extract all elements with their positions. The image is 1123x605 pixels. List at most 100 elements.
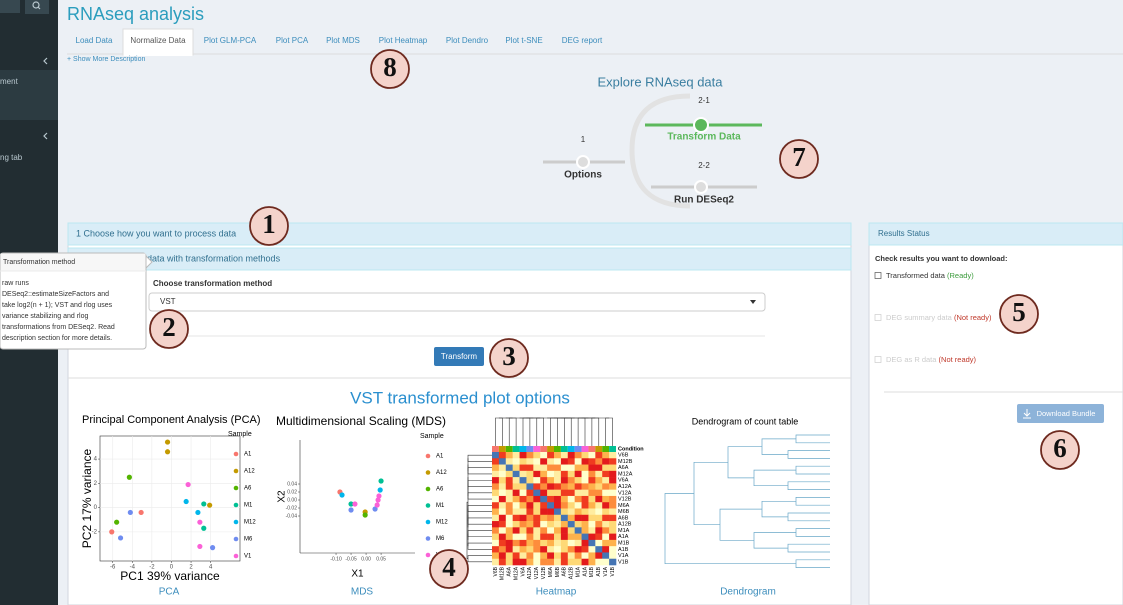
plot-caption[interactable]: Heatmap	[536, 587, 577, 598]
heatmap-cell	[533, 495, 541, 503]
heatmap-col-label: V1A	[603, 566, 609, 576]
annotation-badge: 5	[999, 294, 1039, 334]
heatmap-cell	[595, 527, 603, 534]
x-tick-label: 4	[209, 565, 213, 571]
heatmap-cell	[547, 552, 555, 560]
heatmap-cell	[602, 508, 610, 516]
download-button-label[interactable]: Download Bundle	[1037, 409, 1096, 418]
heatmap-cell	[560, 483, 569, 490]
heatmap-cell	[512, 477, 520, 484]
legend-label: A6	[244, 486, 252, 492]
heatmap-cell	[609, 508, 617, 516]
sidebar-search-button[interactable]	[25, 0, 49, 14]
heatmap-row-label: M1A	[618, 528, 630, 534]
x-tick-label: 2	[189, 565, 193, 571]
panel-header-text[interactable]: 1 Choose how you want to process data	[76, 228, 236, 238]
sidebar-search[interactable]	[0, 0, 20, 13]
step-label[interactable]: Transform Data	[667, 132, 741, 143]
heatmap-cell	[560, 546, 569, 553]
result-item[interactable]: DEG as R data (Not ready)	[886, 355, 977, 364]
heatmap-cell	[554, 558, 562, 566]
show-more-link[interactable]: + Show More Description	[67, 56, 146, 63]
result-item[interactable]: DEG summary data (Not ready)	[886, 313, 992, 322]
heatmap-col-label: A12A	[527, 566, 533, 579]
heatmap-cell	[533, 458, 541, 465]
step-label[interactable]: Run DESeq2	[674, 195, 734, 206]
heatmap-cell	[602, 533, 610, 541]
legend-title: Sample	[420, 433, 444, 440]
tab[interactable]: Plot GLM-PCA	[204, 36, 257, 45]
heatmap-cell	[540, 539, 548, 547]
plot-caption[interactable]: PCA	[159, 587, 180, 598]
checkbox[interactable]	[874, 356, 882, 363]
heatmap-cell	[588, 546, 596, 553]
heatmap-cell	[492, 514, 500, 522]
heatmap-cell	[554, 508, 562, 516]
heatmap-cell	[602, 483, 610, 490]
tab[interactable]: Plot MDS	[326, 36, 360, 45]
download-button[interactable]	[1017, 404, 1104, 423]
result-label: DEG as R data	[886, 355, 937, 364]
heatmap-cell	[533, 483, 541, 490]
heatmap-cell	[498, 521, 507, 528]
condition-cell	[554, 446, 561, 452]
heatmap-cell	[574, 552, 582, 560]
tab[interactable]: Plot Heatmap	[379, 36, 428, 45]
tab[interactable]: Plot PCA	[276, 36, 309, 45]
heatmap-cell	[512, 533, 520, 541]
heatmap-cell	[540, 527, 548, 534]
sidebar-item[interactable]: ment	[0, 77, 19, 86]
heatmap-cell	[512, 489, 520, 497]
heatmap-cell	[505, 477, 513, 484]
heatmap-cell	[560, 464, 569, 472]
heatmap-cell	[595, 514, 603, 522]
scatter-point	[114, 519, 120, 525]
heatmap-cell	[498, 508, 507, 516]
heatmap-cell	[547, 464, 555, 472]
tab[interactable]: DEG report	[562, 36, 603, 45]
checkbox[interactable]	[874, 314, 882, 321]
heatmap-cell	[526, 452, 534, 459]
heatmap-col-label: M6B	[555, 566, 561, 577]
tab[interactable]: Plot Dendro	[446, 36, 489, 45]
scatter-point	[138, 509, 144, 516]
tab[interactable]: Normalize Data	[130, 36, 186, 45]
heatmap-cell	[498, 514, 507, 522]
heatmap-cell	[588, 452, 596, 459]
select[interactable]	[148, 292, 766, 312]
heatmap-cell	[540, 514, 548, 522]
heatmap-cell	[595, 477, 603, 484]
plot-caption[interactable]: Dendrogram	[720, 587, 776, 598]
heatmap-cell	[574, 527, 582, 534]
legend-label: M12	[436, 520, 448, 526]
result-item[interactable]: Transformed data (Ready)	[886, 271, 974, 280]
heatmap-cell	[567, 508, 575, 516]
x-tick-label: 0	[170, 565, 174, 571]
step-number: 1	[581, 135, 586, 144]
panel-subheader-text[interactable]: data with transformation methods	[147, 253, 281, 263]
scatter-point	[352, 501, 358, 507]
annotation-badge: 7	[779, 139, 819, 179]
heatmap-cell	[519, 558, 527, 566]
scatter-point	[164, 449, 171, 455]
tab[interactable]: Load Data	[76, 36, 113, 45]
transform-button-label[interactable]: Transform	[441, 352, 477, 361]
heatmap-cell	[505, 514, 513, 522]
heatmap-cell	[526, 483, 534, 490]
heatmap-cell	[492, 464, 500, 472]
heatmap-cell	[609, 495, 617, 503]
heatmap-cell	[492, 546, 500, 553]
heatmap-cell	[533, 470, 541, 478]
checkbox[interactable]	[874, 272, 882, 279]
legend-label: V1	[244, 554, 252, 560]
heatmap-cell	[560, 527, 569, 534]
plot-caption[interactable]: MDS	[351, 587, 374, 598]
step-label[interactable]: Options	[564, 170, 602, 181]
legend-label: A12	[436, 470, 447, 476]
tab[interactable]: Plot t-SNE	[505, 36, 542, 45]
sidebar-item[interactable]: ng tab	[0, 153, 23, 162]
transform-button[interactable]	[434, 347, 484, 366]
heatmap-row-label: V1A	[618, 553, 629, 559]
heatmap-cell	[505, 470, 513, 478]
heatmap-cell	[540, 521, 548, 528]
